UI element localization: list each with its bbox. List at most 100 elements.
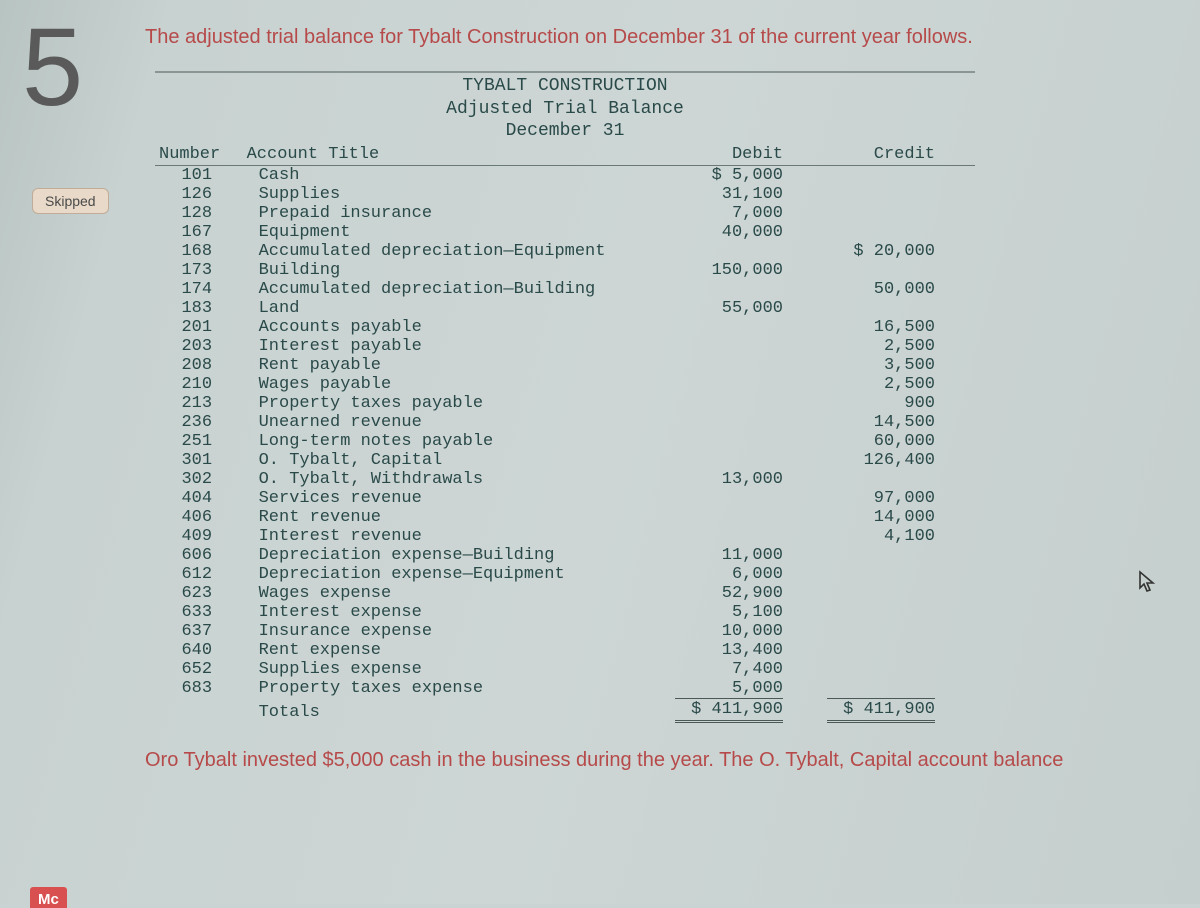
cell-debit: 5,100 bbox=[671, 603, 823, 622]
cell-title: Depreciation expense—Building bbox=[243, 546, 671, 565]
table-row: 683Property taxes expense5,000 bbox=[155, 679, 975, 698]
cell-debit: 5,000 bbox=[671, 679, 823, 698]
cell-credit bbox=[823, 603, 975, 622]
table-row: 173Building150,000 bbox=[155, 261, 975, 280]
cell-title: Cash bbox=[243, 165, 671, 185]
cell-debit bbox=[671, 508, 823, 527]
cell-number: 640 bbox=[155, 641, 243, 660]
cell-title: Accumulated depreciation—Equipment bbox=[243, 242, 671, 261]
cell-debit: 6,000 bbox=[671, 565, 823, 584]
cell-title: Insurance expense bbox=[243, 622, 671, 641]
col-debit: Debit bbox=[671, 143, 823, 166]
cell-title: Land bbox=[243, 299, 671, 318]
table-row: 203Interest payable 2,500 bbox=[155, 337, 975, 356]
cell-debit bbox=[671, 280, 823, 299]
cell-debit: 55,000 bbox=[671, 299, 823, 318]
cell-credit bbox=[823, 584, 975, 603]
table-row: 633Interest expense5,100 bbox=[155, 603, 975, 622]
cell-title: Unearned revenue bbox=[243, 413, 671, 432]
cell-number: 406 bbox=[155, 508, 243, 527]
table-row: 606Depreciation expense—Building11,000 bbox=[155, 546, 975, 565]
table-row: 409Interest revenue4,100 bbox=[155, 527, 975, 546]
cell-credit bbox=[823, 223, 975, 242]
cell-title: Rent revenue bbox=[243, 508, 671, 527]
table-row: 167Equipment40,000 bbox=[155, 223, 975, 242]
totals-credit: $ 411,900 bbox=[823, 698, 975, 723]
cell-number: 623 bbox=[155, 584, 243, 603]
table-row: 302O. Tybalt, Withdrawals13,000 bbox=[155, 470, 975, 489]
table-row: 640Rent expense13,400 bbox=[155, 641, 975, 660]
cell-title: Prepaid insurance bbox=[243, 204, 671, 223]
cell-number: 683 bbox=[155, 679, 243, 698]
table-row: 126Supplies31,100 bbox=[155, 185, 975, 204]
cell-title: Accumulated depreciation—Building bbox=[243, 280, 671, 299]
cell-debit: $ 5,000 bbox=[671, 165, 823, 185]
table-row: 208Rent payable3,500 bbox=[155, 356, 975, 375]
cell-number: 302 bbox=[155, 470, 243, 489]
cell-title: O. Tybalt, Withdrawals bbox=[243, 470, 671, 489]
cell-debit: 31,100 bbox=[671, 185, 823, 204]
col-credit: Credit bbox=[823, 143, 975, 166]
totals-debit: $ 411,900 bbox=[671, 698, 823, 723]
cell-number: 213 bbox=[155, 394, 243, 413]
trial-balance-header: TYBALT CONSTRUCTION Adjusted Trial Balan… bbox=[155, 71, 975, 143]
cell-number: 173 bbox=[155, 261, 243, 280]
cell-credit bbox=[823, 679, 975, 698]
header-date: December 31 bbox=[155, 120, 975, 143]
cell-title: Supplies expense bbox=[243, 660, 671, 679]
cell-number: 183 bbox=[155, 299, 243, 318]
header-report: Adjusted Trial Balance bbox=[155, 98, 975, 121]
cell-credit bbox=[823, 565, 975, 584]
cell-number: 167 bbox=[155, 223, 243, 242]
cell-credit bbox=[823, 641, 975, 660]
cell-debit bbox=[671, 451, 823, 470]
cell-number: 612 bbox=[155, 565, 243, 584]
cell-debit bbox=[671, 337, 823, 356]
cell-credit: 2,500 bbox=[823, 337, 975, 356]
cell-credit: 60,000 bbox=[823, 432, 975, 451]
table-header-row: Number Account Title Debit Credit bbox=[155, 143, 975, 166]
cell-number: 409 bbox=[155, 527, 243, 546]
cell-number: 236 bbox=[155, 413, 243, 432]
cell-credit bbox=[823, 470, 975, 489]
cell-credit bbox=[823, 660, 975, 679]
table-row: 128Prepaid insurance7,000 bbox=[155, 204, 975, 223]
cell-debit: 7,400 bbox=[671, 660, 823, 679]
col-number: Number bbox=[155, 143, 243, 166]
mc-badge: Mc bbox=[30, 887, 67, 908]
cell-debit bbox=[671, 318, 823, 337]
table-row: 623Wages expense52,900 bbox=[155, 584, 975, 603]
table-row: 210Wages payable2,500 bbox=[155, 375, 975, 394]
skipped-badge: Skipped bbox=[32, 188, 109, 214]
cell-credit bbox=[823, 622, 975, 641]
cell-debit: 13,400 bbox=[671, 641, 823, 660]
cell-number: 606 bbox=[155, 546, 243, 565]
cell-credit: 14,500 bbox=[823, 413, 975, 432]
col-title: Account Title bbox=[243, 143, 671, 166]
cell-number: 101 bbox=[155, 165, 243, 185]
table-row: 183Land55,000 bbox=[155, 299, 975, 318]
cell-credit bbox=[823, 261, 975, 280]
cell-credit bbox=[823, 185, 975, 204]
cell-title: Services revenue bbox=[243, 489, 671, 508]
table-row: 652Supplies expense7,400 bbox=[155, 660, 975, 679]
cell-title: Supplies bbox=[243, 185, 671, 204]
table-row: 301O. Tybalt, Capital126,400 bbox=[155, 451, 975, 470]
cell-credit: 126,400 bbox=[823, 451, 975, 470]
cell-number: 203 bbox=[155, 337, 243, 356]
trial-balance-table: Number Account Title Debit Credit 101Cas… bbox=[155, 143, 975, 724]
cell-credit bbox=[823, 165, 975, 185]
cell-credit: $ 20,000 bbox=[823, 242, 975, 261]
cell-debit: 13,000 bbox=[671, 470, 823, 489]
cell-number: 174 bbox=[155, 280, 243, 299]
cell-title: Wages payable bbox=[243, 375, 671, 394]
cell-title: O. Tybalt, Capital bbox=[243, 451, 671, 470]
cell-title: Interest payable bbox=[243, 337, 671, 356]
cell-debit bbox=[671, 394, 823, 413]
table-row: 174Accumulated depreciation—Building50,0… bbox=[155, 280, 975, 299]
table-row: 406Rent revenue14,000 bbox=[155, 508, 975, 527]
cell-title: Rent expense bbox=[243, 641, 671, 660]
cell-title: Depreciation expense—Equipment bbox=[243, 565, 671, 584]
cell-title: Interest expense bbox=[243, 603, 671, 622]
cell-debit bbox=[671, 432, 823, 451]
